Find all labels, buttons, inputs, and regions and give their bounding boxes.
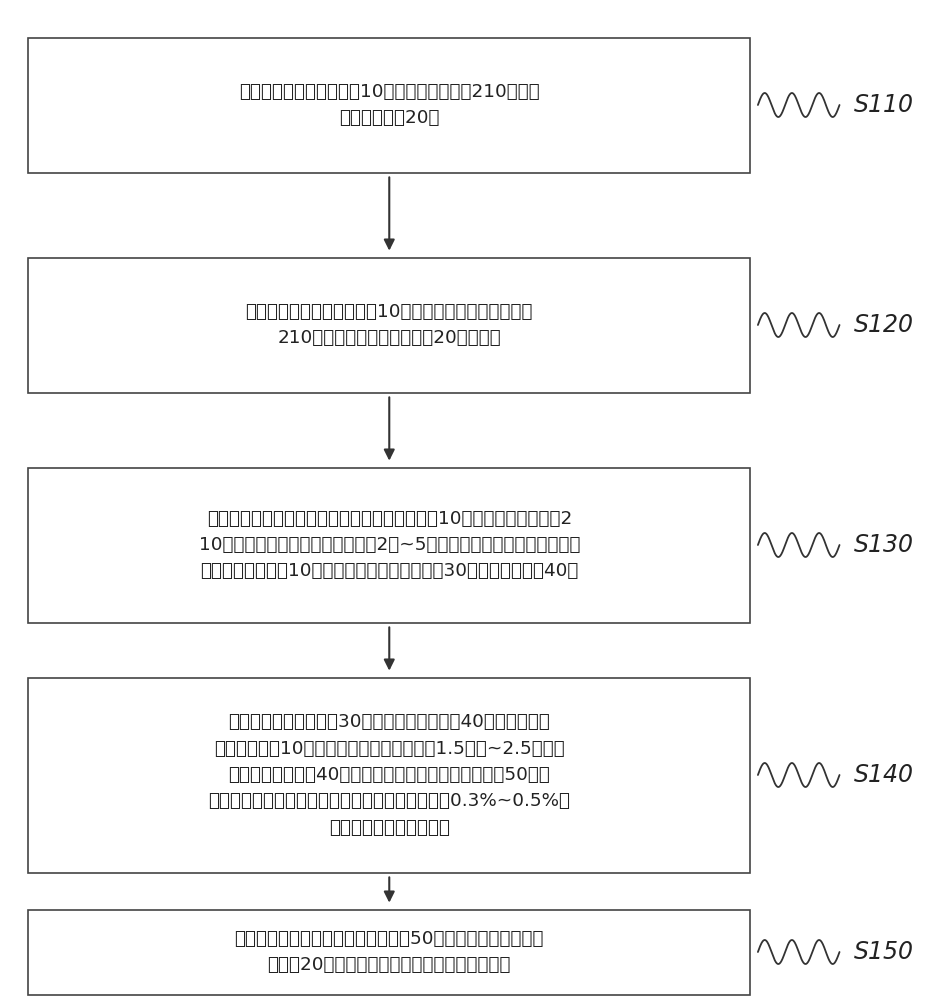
Text: 提供亲锂参比电极基底（10）与粘有极耳胶（210）的集
流体金属片（20）: 提供亲锂参比电极基底（10）与粘有极耳胶（210）的集 流体金属片（20） [239,83,539,127]
Text: S130: S130 [854,533,914,557]
Bar [28,468,750,622]
Text: 将形成有所述合金层（30）与所述锂金属层（40）所述亲锂参
比电极基底（10）放置于第一电解液中浸润1.5小时~2.5小时，
在所述锂金属层（40）表面形成固体: 将形成有所述合金层（30）与所述锂金属层（40）所述亲锂参 比电极基底（10）放… [208,713,570,837]
Bar [28,678,750,872]
Text: 在无水无氧环境中，将所述亲锂参比电极基底（10）远离所述极耳胶（2
10）的一端放置于熔融的液态锂中2秒~5秒，并进行冷却干燥，在所述亲
锂参比电极基底（10）: 在无水无氧环境中，将所述亲锂参比电极基底（10）远离所述极耳胶（2 10）的一端… [199,510,580,580]
Text: 将形成有所述固体电解质界面膜层（50）的所述亲锂参比电极
基底（20）进行干燥，形成锂离子电池参比电极: 将形成有所述固体电解质界面膜层（50）的所述亲锂参比电极 基底（20）进行干燥，… [234,930,544,974]
Bar [28,910,750,994]
Text: 将所述亲锂参比电极基底（10）焊接于远离所述极耳胶（
210）的所述集流体金属片（20）的一端: 将所述亲锂参比电极基底（10）焊接于远离所述极耳胶（ 210）的所述集流体金属片… [246,303,533,347]
Text: S140: S140 [854,763,914,787]
Text: S150: S150 [854,940,914,964]
Text: S120: S120 [854,313,914,337]
Bar [28,257,750,392]
Bar [28,37,750,172]
Text: S110: S110 [854,93,914,117]
